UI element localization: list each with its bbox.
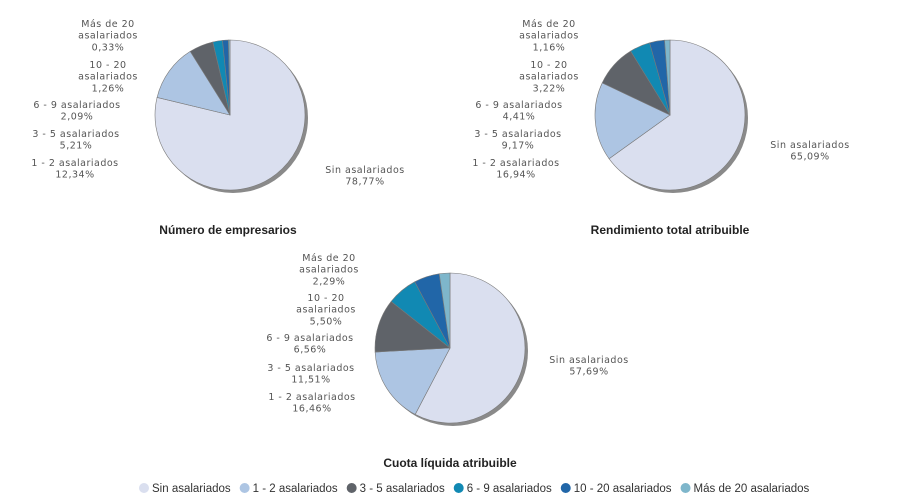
legend-label: 10 - 20 asalariados [574, 483, 672, 495]
legend-marker [680, 483, 691, 493]
legend-marker [139, 483, 149, 493]
data-label: Más de 20 asalariados 0,33% [78, 19, 138, 53]
data-label: Más de 20 asalariados 1,16% [519, 19, 579, 53]
legend-label: 6 - 9 asalariados [467, 483, 552, 495]
data-label: Más de 20 asalariados 2,29% [299, 253, 359, 287]
pie-slice-1-2-asalariados[interactable] [374, 347, 451, 415]
chart-title: Cuota líquida atribuible [383, 456, 517, 470]
data-label: 3 - 5 asalariados 11,51% [267, 363, 354, 386]
legend-marker [346, 483, 357, 493]
pie-chart-3: Sin asalariados 57,69% 1 - 2 asalariados 16… [266, 253, 628, 470]
data-label: 10 - 20 asalariados 5,50% [296, 293, 356, 327]
chart-title: Rendimiento total atribuible [591, 223, 750, 237]
data-label: 3 - 5 asalariados 5,21% [32, 129, 119, 152]
pie-slice-m-s-de-20-asalariados[interactable] [228, 39, 231, 116]
legend-item[interactable]: 3 - 5 asalariados [346, 483, 445, 495]
data-label: 1 - 2 asalariados 16,94% [472, 158, 559, 181]
legend-item[interactable]: 6 - 9 asalariados [453, 483, 552, 495]
legend-item[interactable]: Sin asalariados [139, 483, 231, 495]
legend-label: 3 - 5 asalariados [360, 483, 445, 495]
legend-marker [560, 483, 571, 493]
pie-slice-1-2-asalariados[interactable] [594, 82, 671, 160]
pie-chart-2: Sin asalariados 65,09% 1 - 2 asalariados 16… [472, 19, 849, 237]
legend-item[interactable]: 1 - 2 asalariados [239, 483, 338, 495]
data-label: 1 - 2 asalariados 12,34% [31, 158, 118, 181]
pie-slice-sin-asalariados[interactable] [414, 272, 526, 424]
legend: Sin asalariados 1 - 2 asalariados 3 - 5 as… [139, 483, 810, 495]
chart-title: Número de empresarios [159, 223, 297, 237]
data-label: 6 - 9 asalariados 6,56% [266, 333, 353, 356]
legend-marker [453, 483, 464, 493]
data-label: Sin asalariados 78,77% [325, 165, 404, 188]
data-label: 1 - 2 asalariados 16,46% [268, 392, 355, 415]
data-label: Sin asalariados 57,69% [549, 355, 628, 378]
pie-chart-1: Sin asalariados 78,77% 1 - 2 asalariados 12… [31, 19, 404, 237]
pie-slice-sin-asalariados[interactable] [608, 39, 746, 191]
pie-slice-m-s-de-20-asalariados[interactable] [438, 272, 451, 349]
legend-label: 1 - 2 asalariados [253, 483, 338, 495]
data-label: 10 - 20 asalariados 1,26% [78, 60, 138, 94]
legend-label: Más de 20 asalariados [694, 483, 810, 495]
legend-item[interactable]: 10 - 20 asalariados [560, 483, 672, 495]
legend-item[interactable]: Más de 20 asalariados [680, 483, 810, 495]
data-label: 6 - 9 asalariados 4,41% [475, 100, 562, 123]
data-label: 10 - 20 asalariados 3,22% [519, 60, 579, 94]
data-label: 3 - 5 asalariados 9,17% [474, 129, 561, 152]
data-label: 6 - 9 asalariados 2,09% [33, 100, 120, 123]
legend-label: Sin asalariados [152, 483, 231, 495]
legend-marker [239, 483, 250, 493]
pie-slice-m-s-de-20-asalariados[interactable] [664, 39, 671, 116]
pie-slice-1-2-asalariados[interactable] [156, 50, 231, 116]
data-label: Sin asalariados 65,09% [770, 140, 849, 163]
